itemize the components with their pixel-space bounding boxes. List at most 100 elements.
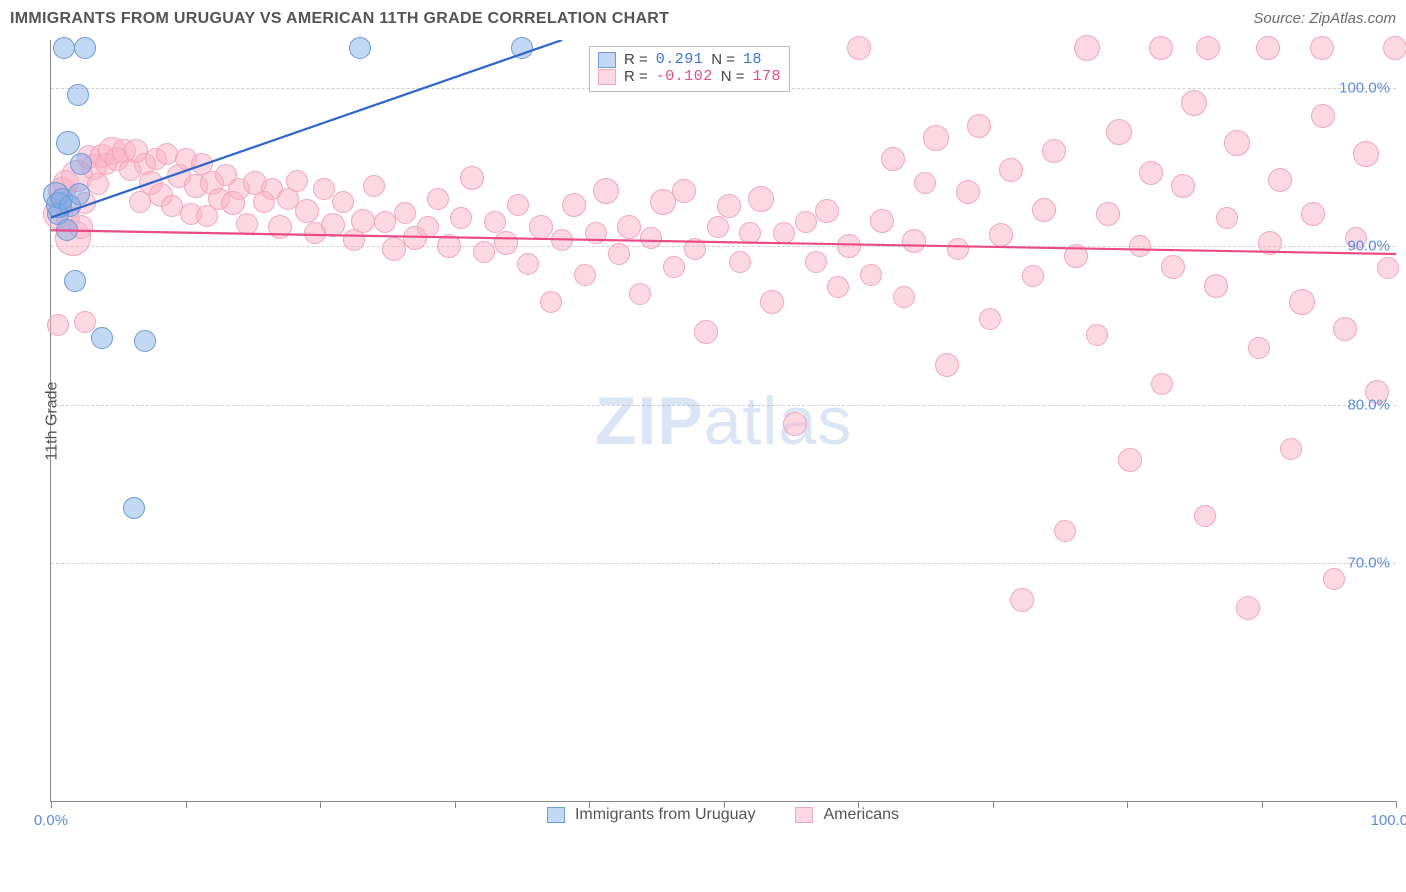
- y-tick-label: 70.0%: [1347, 555, 1390, 572]
- legend-label: Americans: [823, 806, 899, 824]
- plot-wrapper: 11th Grade ZIPatlas R = 0.291N = 18R =-0…: [50, 40, 1396, 832]
- data-point: [979, 308, 1001, 330]
- data-point: [947, 238, 969, 260]
- data-point: [450, 207, 472, 229]
- stats-swatch-icon: [598, 69, 616, 85]
- data-point: [773, 222, 795, 244]
- data-point: [1086, 324, 1108, 346]
- data-point: [87, 173, 109, 195]
- data-point: [935, 353, 959, 377]
- data-point: [551, 229, 573, 251]
- data-point: [56, 131, 80, 155]
- data-point: [956, 180, 980, 204]
- data-point: [760, 290, 784, 314]
- legend-swatch-icon: [547, 807, 565, 823]
- data-point: [694, 320, 718, 344]
- data-point: [417, 216, 439, 238]
- data-point: [707, 216, 729, 238]
- data-point: [427, 188, 449, 210]
- data-point: [827, 276, 849, 298]
- data-point: [494, 231, 518, 255]
- data-point: [1032, 198, 1056, 222]
- data-point: [1171, 174, 1195, 198]
- y-tick-label: 100.0%: [1339, 79, 1390, 96]
- data-point: [394, 202, 416, 224]
- data-point: [484, 211, 506, 233]
- data-point: [967, 114, 991, 138]
- data-point: [91, 327, 113, 349]
- data-point: [134, 330, 156, 352]
- data-point: [268, 215, 292, 239]
- data-point: [672, 179, 696, 203]
- data-point: [617, 215, 641, 239]
- data-point: [1106, 119, 1132, 145]
- data-point: [1224, 130, 1250, 156]
- legend-swatch-icon: [795, 807, 813, 823]
- data-point: [717, 194, 741, 218]
- legend-item-americans: Americans: [795, 806, 899, 824]
- trendlines-svg: [51, 40, 1396, 801]
- data-point: [608, 243, 630, 265]
- data-point: [847, 36, 871, 60]
- data-point: [593, 178, 619, 204]
- data-point: [374, 211, 396, 233]
- data-point: [1280, 438, 1302, 460]
- data-point: [332, 191, 354, 213]
- data-point: [1383, 36, 1406, 60]
- data-point: [74, 37, 96, 59]
- data-point: [562, 193, 586, 217]
- data-point: [1139, 161, 1163, 185]
- data-point: [1129, 235, 1151, 257]
- data-point: [460, 166, 484, 190]
- data-point: [837, 234, 861, 258]
- y-tick-label: 90.0%: [1347, 238, 1390, 255]
- data-point: [923, 125, 949, 151]
- data-point: [68, 183, 90, 205]
- data-point: [783, 412, 807, 436]
- data-point: [1042, 139, 1066, 163]
- data-point: [640, 227, 662, 249]
- data-point: [540, 291, 562, 313]
- data-point: [805, 251, 827, 273]
- data-point: [902, 229, 926, 253]
- stats-row: R =-0.102N = 178: [598, 68, 781, 85]
- data-point: [870, 209, 894, 233]
- data-point: [1377, 257, 1399, 279]
- data-point: [1196, 36, 1220, 60]
- data-point: [349, 37, 371, 59]
- data-point: [67, 84, 89, 106]
- data-point: [1289, 289, 1315, 315]
- trend-line: [51, 40, 562, 218]
- data-point: [729, 251, 751, 273]
- gridline: [51, 563, 1396, 564]
- data-point: [1333, 317, 1357, 341]
- data-point: [860, 264, 882, 286]
- data-point: [1194, 505, 1216, 527]
- data-point: [748, 186, 774, 212]
- data-point: [1301, 202, 1325, 226]
- data-point: [795, 211, 817, 233]
- data-point: [1096, 202, 1120, 226]
- chart-title: IMMIGRANTS FROM URUGUAY VS AMERICAN 11TH…: [10, 10, 669, 28]
- legend-item-uruguay: Immigrants from Uruguay: [547, 806, 756, 824]
- data-point: [684, 238, 706, 260]
- data-point: [1064, 244, 1088, 268]
- data-point: [1310, 36, 1334, 60]
- data-point: [629, 283, 651, 305]
- data-point: [529, 215, 553, 239]
- data-point: [1258, 231, 1282, 255]
- data-point: [507, 194, 529, 216]
- data-point: [1268, 168, 1292, 192]
- data-point: [74, 311, 96, 333]
- data-point: [1022, 265, 1044, 287]
- data-point: [517, 253, 539, 275]
- data-point: [1236, 596, 1260, 620]
- gridline: [51, 246, 1396, 247]
- data-point: [1204, 274, 1228, 298]
- data-point: [1149, 36, 1173, 60]
- x-tick: [1396, 801, 1397, 808]
- source-label: Source:: [1253, 10, 1309, 27]
- data-point: [351, 209, 375, 233]
- data-point: [1010, 588, 1034, 612]
- data-point: [585, 222, 607, 244]
